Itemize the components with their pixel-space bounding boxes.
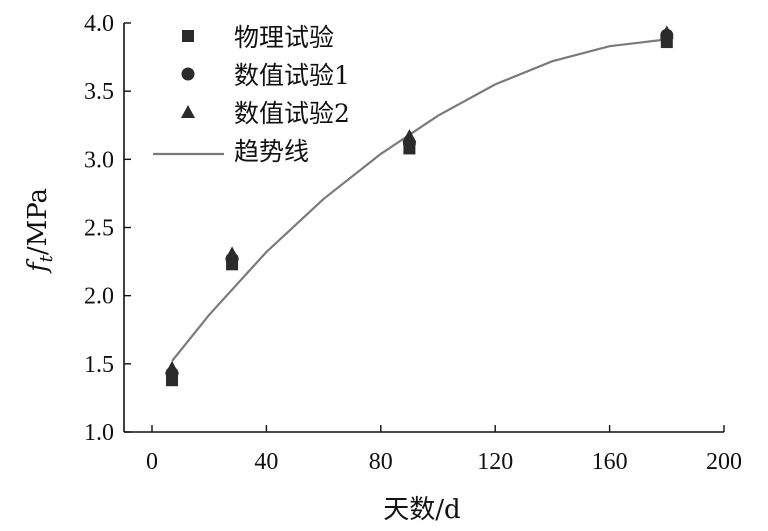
y-tick-label: 2.5 <box>84 216 114 242</box>
point-triangle-0 <box>165 360 180 374</box>
y-axis-title-unit: /MPa <box>23 188 53 255</box>
x-tick-label: 40 <box>254 449 278 475</box>
y-tick-label: 1.0 <box>84 420 114 446</box>
x-axis-title: 天数/d <box>383 495 460 525</box>
x-tick-label: 80 <box>369 449 393 475</box>
x-tick-label: 200 <box>706 449 742 475</box>
legend-label: 物理试验 <box>234 23 334 52</box>
chart-axes: 1.0 1.5 2.0 2.5 3.0 3.5 4.0 0 40 80 120 160 200 <box>84 11 742 475</box>
y-tick-label: 3.5 <box>84 79 114 105</box>
legend-triangle-swatch <box>181 105 195 118</box>
point-triangle-2 <box>402 129 417 143</box>
x-tick-label: 160 <box>592 449 628 475</box>
legend-label: 数值试验2 <box>234 99 350 128</box>
point-triangle-3 <box>659 25 674 39</box>
y-tick-label: 3.0 <box>84 147 114 173</box>
x-tick-label: 0 <box>146 449 158 475</box>
y-axis-title-subscript: t <box>36 254 57 262</box>
y-axis-title: ft/MPa <box>23 188 57 274</box>
point-triangle-1 <box>225 246 240 260</box>
legend-circle-swatch <box>181 67 195 81</box>
legend-square-swatch <box>182 30 194 42</box>
chart-marks <box>165 25 674 387</box>
x-tick-label: 120 <box>477 449 513 475</box>
y-tick-label: 2.0 <box>84 284 114 310</box>
y-tick-label: 1.5 <box>84 352 114 378</box>
legend-label: 趋势线 <box>234 137 309 166</box>
legend-label: 数值试验1 <box>234 61 350 90</box>
y-tick-label: 4.0 <box>84 11 114 37</box>
